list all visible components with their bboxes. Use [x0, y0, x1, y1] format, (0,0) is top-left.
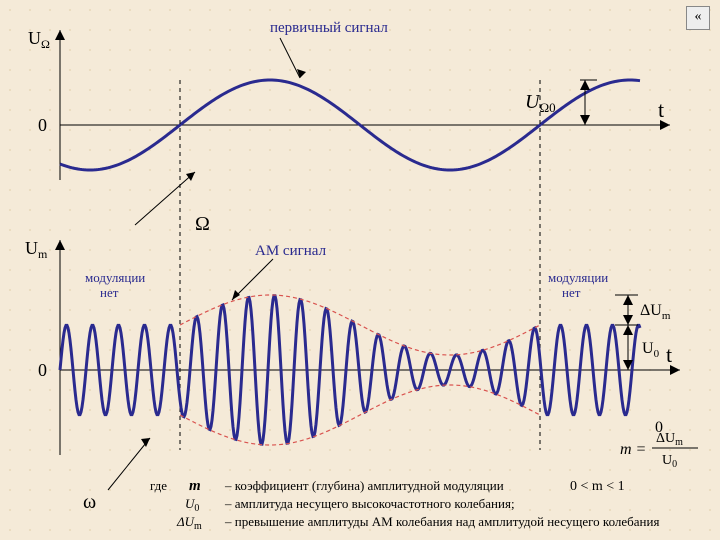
formula-numerator: ΔUm — [656, 431, 683, 448]
bottom-x-label: t — [666, 342, 672, 367]
top-y-label: UΩ — [28, 28, 50, 51]
legend-line3: – превышение амплитуды АМ колебания над … — [224, 514, 659, 529]
top-amplitude-label: UΩ0 — [525, 91, 556, 115]
am-signal-label: АМ сигнал — [255, 243, 327, 259]
legend-dum-sym: ΔUm — [176, 514, 202, 532]
omega-small-label: ω — [83, 491, 96, 513]
omega-capital-label: Ω — [195, 213, 210, 235]
legend-m-sym: m — [189, 478, 201, 494]
legend-where: где — [150, 478, 167, 493]
u0-label: U0 — [642, 340, 660, 360]
legend-line1: – коэффициент (глубина) амплитудной моду… — [224, 478, 504, 493]
formula-m-eq: m = — [620, 441, 646, 458]
no-mod-left: модуляции — [85, 270, 145, 285]
legend-line2: – амплитуда несущего высокочастотного ко… — [224, 496, 515, 511]
legend-range: 0 < m < 1 — [570, 479, 625, 494]
envelope-upper — [180, 295, 540, 355]
formula-denominator: U0 — [662, 453, 677, 470]
top-x-label: t — [658, 97, 664, 122]
top-origin: 0 — [38, 115, 47, 135]
no-mod-right: модуляции — [548, 270, 608, 285]
delta-um-label: ΔUm — [640, 302, 671, 322]
svg-text:нет: нет — [562, 285, 581, 300]
svg-text:нет: нет — [100, 285, 119, 300]
primary-signal-label: первичный сигнал — [270, 20, 388, 36]
legend-u0-sym: U0 — [185, 496, 199, 514]
bottom-origin: 0 — [38, 360, 47, 380]
diagram-svg: UΩt0первичный сигналUΩ0ΩUmt0модуляциинет… — [0, 0, 720, 540]
bottom-y-label: Um — [25, 238, 48, 261]
